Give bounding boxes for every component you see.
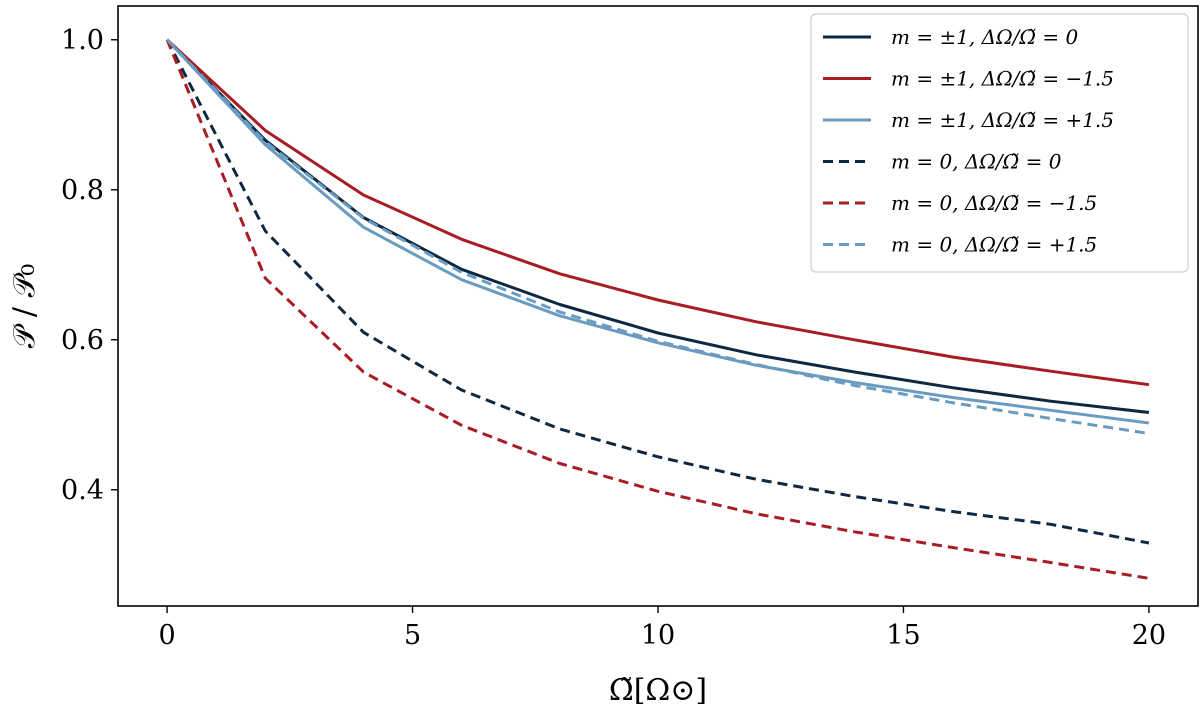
legend-box xyxy=(810,13,1189,273)
series-line-5 xyxy=(165,39,1150,580)
x-tick-label: 20 xyxy=(1132,620,1166,651)
y-tick-label: 1.0 xyxy=(61,25,104,56)
series-line-3 xyxy=(166,38,1150,425)
legend-label-1: m = ±1, ΔΩ/Ω̃ = 0 xyxy=(891,25,1078,49)
legend-label-4: m = 0, ΔΩ/Ω̃ = 0 xyxy=(891,150,1062,174)
x-tick-label: 15 xyxy=(886,620,920,651)
plot-area xyxy=(165,38,1150,580)
series-line-2 xyxy=(166,38,1150,387)
legend: m = ±1, ΔΩ/Ω̃ = 0 m = ±1, ΔΩ/Ω̃ = −1.5 m =… xyxy=(810,13,1189,273)
series-line-6 xyxy=(166,38,1150,435)
x-tick-label: 5 xyxy=(404,620,421,651)
legend-label-2: m = ±1, ΔΩ/Ω̃ = −1.5 xyxy=(891,67,1114,91)
series-line-1 xyxy=(166,38,1150,414)
legend-label-6: m = 0, ΔΩ/Ω̃ = +1.5 xyxy=(891,233,1097,257)
y-axis-label: 𝒫 / 𝒫₀ xyxy=(7,264,42,348)
x-tick-label: 0 xyxy=(158,620,175,651)
y-tick-label: 0.4 xyxy=(61,475,104,506)
x-axis-label: Ω̃[Ω⊙] xyxy=(609,673,707,708)
series-line-4 xyxy=(165,39,1150,545)
y-tick-label: 0.8 xyxy=(61,175,104,206)
legend-label-3: m = ±1, ΔΩ/Ω̃ = +1.5 xyxy=(891,108,1114,132)
y-axis: 0.4 0.6 0.8 1.0 xyxy=(61,25,118,506)
y-tick-label: 0.6 xyxy=(61,325,104,356)
x-tick-label: 10 xyxy=(641,620,675,651)
x-axis: 0 5 10 15 20 xyxy=(158,606,1166,651)
legend-label-5: m = 0, ΔΩ/Ω̃ = −1.5 xyxy=(891,191,1097,215)
